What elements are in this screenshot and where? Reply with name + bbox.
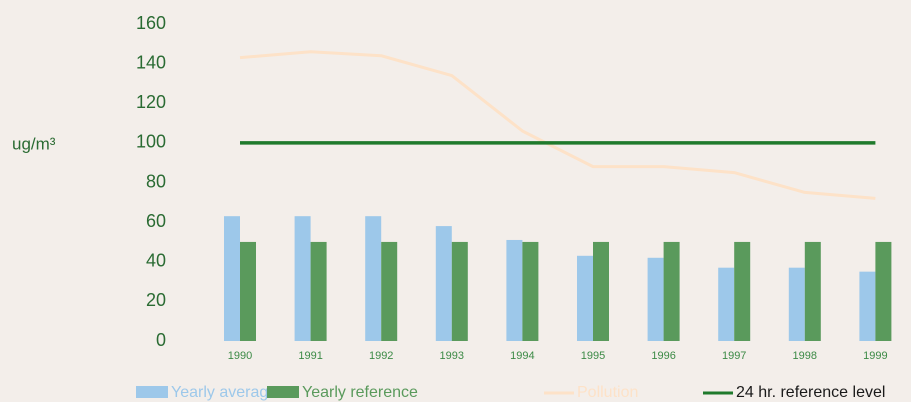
bar [435, 226, 452, 341]
bar [718, 267, 735, 341]
bar [240, 241, 256, 341]
x-tick-label: 1992 [369, 350, 393, 362]
bar [788, 267, 805, 341]
bar [381, 241, 398, 341]
bar [522, 241, 539, 341]
x-tick-label: 1999 [863, 350, 887, 362]
y-tick-label: 20 [146, 290, 166, 310]
x-tick-label: 1998 [793, 350, 817, 362]
x-tick-label: 1995 [581, 350, 605, 362]
bar [804, 241, 821, 341]
y-tick-label: 80 [146, 171, 166, 191]
bar [451, 241, 468, 341]
y-axis-label: ug/m³ [12, 134, 56, 153]
bar [310, 241, 327, 341]
y-tick-label: 160 [136, 13, 166, 33]
bar [365, 216, 382, 341]
x-tick-label: 1997 [722, 350, 746, 362]
bar [577, 255, 593, 341]
x-tick-label: 1993 [440, 350, 464, 362]
line [239, 50, 876, 200]
x-tick-label: 1996 [651, 350, 675, 362]
legend-label: Yearly reference [302, 384, 418, 401]
y-tick-label: 140 [136, 52, 166, 72]
bar [663, 241, 680, 341]
bar [734, 241, 751, 341]
bar [859, 271, 876, 341]
bar [224, 216, 240, 341]
bar [875, 241, 892, 341]
legend-swatch [267, 386, 299, 398]
y-tick-label: 120 [136, 92, 166, 112]
bar [294, 216, 311, 341]
x-tick-label: 1991 [298, 350, 322, 362]
y-tick-label: 60 [146, 211, 166, 231]
bar [506, 239, 523, 341]
y-tick-label: 40 [146, 251, 166, 271]
legend-label: Yearly average [171, 384, 277, 401]
legend-swatch [136, 386, 168, 398]
x-tick-label: 1994 [510, 350, 534, 362]
x-tick-label: 1990 [228, 350, 252, 362]
y-tick-label: 0 [156, 330, 166, 350]
y-tick-label: 100 [136, 132, 166, 152]
legend-label: 24 hr. reference level [736, 384, 885, 401]
bar [593, 241, 609, 341]
bar [647, 257, 664, 341]
legend-label: Pollution [577, 384, 638, 401]
